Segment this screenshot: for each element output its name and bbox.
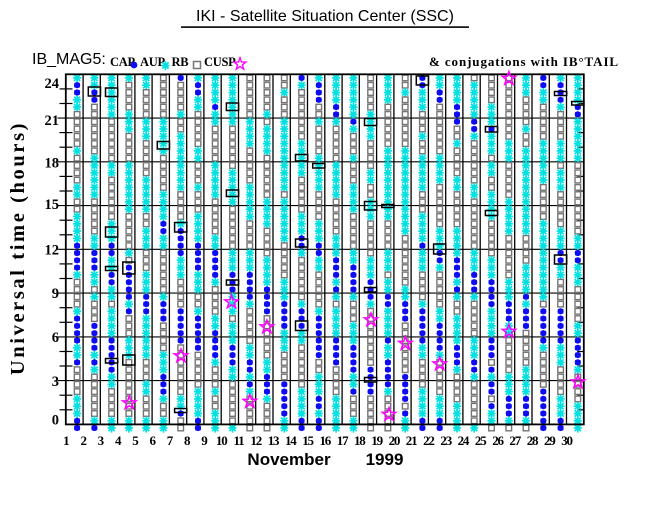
svg-text:30: 30 [561, 433, 572, 448]
svg-text:29: 29 [544, 433, 556, 448]
svg-text:10: 10 [216, 433, 227, 448]
svg-text:21: 21 [45, 113, 60, 129]
svg-text:14: 14 [285, 433, 297, 448]
svg-text:16: 16 [319, 433, 331, 448]
svg-text:3: 3 [52, 374, 59, 390]
svg-text:9: 9 [201, 433, 208, 448]
svg-text:17: 17 [337, 433, 349, 448]
svg-text:28: 28 [527, 433, 539, 448]
svg-text:15: 15 [302, 433, 314, 448]
svg-text:21: 21 [406, 433, 417, 448]
svg-text:AUP: AUP [140, 55, 165, 69]
svg-text:18: 18 [45, 156, 60, 172]
svg-text:1999: 1999 [366, 450, 404, 469]
svg-text:2: 2 [80, 433, 86, 448]
svg-text:4: 4 [115, 433, 122, 448]
svg-text:IKI - Satellite Situation Cent: IKI - Satellite Situation Center (SSC) [196, 8, 454, 25]
svg-text:20: 20 [389, 433, 400, 448]
svg-text:0: 0 [52, 413, 59, 429]
svg-text:22: 22 [423, 433, 434, 448]
svg-text:12: 12 [250, 433, 261, 448]
svg-text:& conjugations with IB°TAIL: & conjugations with IB°TAIL [429, 54, 619, 69]
svg-text:RB: RB [172, 55, 189, 69]
svg-text:25: 25 [475, 433, 487, 448]
svg-text:23: 23 [440, 433, 452, 448]
svg-text:1: 1 [63, 433, 69, 448]
svg-text:Universal time (hours): Universal time (hours) [7, 121, 29, 375]
svg-text:26: 26 [492, 433, 504, 448]
svg-text:CAP: CAP [110, 55, 135, 69]
svg-text:7: 7 [167, 433, 174, 448]
svg-text:24: 24 [458, 433, 470, 448]
svg-text:19: 19 [371, 433, 383, 448]
svg-text:27: 27 [509, 433, 521, 448]
svg-text:5: 5 [132, 433, 139, 448]
svg-text:November: November [247, 450, 331, 469]
svg-text:18: 18 [354, 433, 366, 448]
svg-text:3: 3 [98, 433, 105, 448]
svg-text:8: 8 [184, 433, 191, 448]
svg-text:11: 11 [234, 433, 245, 448]
svg-text:6: 6 [52, 330, 59, 346]
svg-text:CUSP: CUSP [204, 55, 236, 69]
svg-text:IB_MAG5:: IB_MAG5: [32, 51, 106, 68]
svg-text:6: 6 [149, 433, 156, 448]
svg-text:24: 24 [45, 76, 60, 92]
svg-text:12: 12 [45, 243, 60, 259]
svg-text:15: 15 [45, 197, 60, 213]
svg-text:13: 13 [268, 433, 280, 448]
svg-text:9: 9 [52, 286, 59, 302]
